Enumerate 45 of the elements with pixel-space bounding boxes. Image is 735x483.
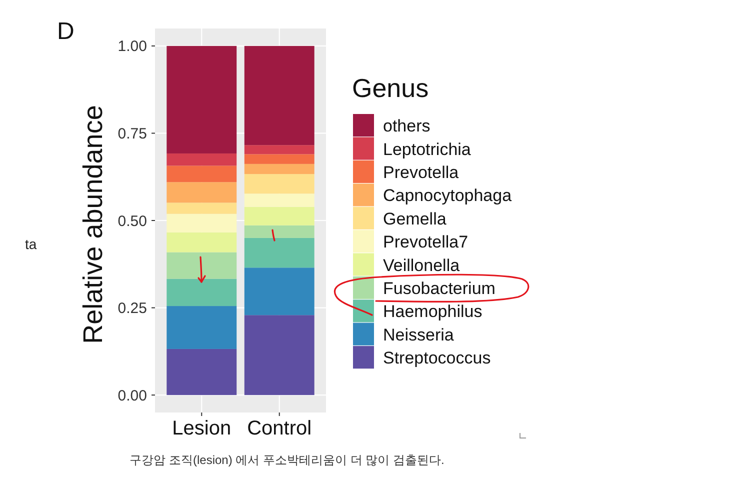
bar xyxy=(244,206,314,226)
bar xyxy=(166,278,237,306)
bar xyxy=(244,315,314,396)
legend-label: Prevotella7 xyxy=(383,232,468,252)
y-tick-label: 0.50 xyxy=(118,212,147,230)
text: 구강암 조직(lesion) 에서 푸소박테리움이 더 많이 검출된다. xyxy=(130,453,444,467)
legend-label: Leptotrichia xyxy=(383,140,472,159)
x-tick-label: Lesion xyxy=(172,418,232,440)
bar xyxy=(244,174,314,194)
y-tick-label: 0.75 xyxy=(118,125,147,142)
legend-title: Genus xyxy=(352,73,429,103)
bar xyxy=(244,145,314,154)
bar xyxy=(166,46,237,154)
bar xyxy=(244,164,314,174)
bar xyxy=(244,154,314,164)
x-tick-label: Control xyxy=(247,418,312,440)
legend-label: Veillonella xyxy=(383,256,460,275)
legend-label: Capnocytophaga xyxy=(383,186,512,206)
y-tick-label: 0.25 xyxy=(118,300,147,318)
bar xyxy=(166,202,237,214)
bar xyxy=(166,306,237,349)
bar xyxy=(244,268,314,316)
legend-label: others xyxy=(383,116,430,136)
legend-label: Neisseria xyxy=(383,325,454,344)
y-axis-title: Relative abundance xyxy=(78,105,108,344)
y-tick-label: 1.00 xyxy=(118,38,147,56)
bar xyxy=(166,166,237,182)
bar xyxy=(166,348,237,396)
legend-label: Streptococcus xyxy=(383,348,491,368)
bar xyxy=(244,225,314,238)
bar xyxy=(166,214,237,232)
bar xyxy=(244,46,314,146)
legend-label: Gemella xyxy=(383,209,447,228)
y-tick-label: 0.00 xyxy=(118,387,147,404)
bar xyxy=(244,194,314,207)
legend-label: Prevotella xyxy=(383,163,460,182)
text: ta xyxy=(25,236,37,252)
bar xyxy=(166,252,237,279)
legend-label: Fusobacterium xyxy=(383,279,496,298)
legend-label: Haemophilus xyxy=(383,302,482,322)
bar xyxy=(244,238,314,268)
bar xyxy=(166,153,237,166)
bar xyxy=(166,182,237,203)
bar xyxy=(166,232,237,252)
text: D xyxy=(57,18,74,45)
